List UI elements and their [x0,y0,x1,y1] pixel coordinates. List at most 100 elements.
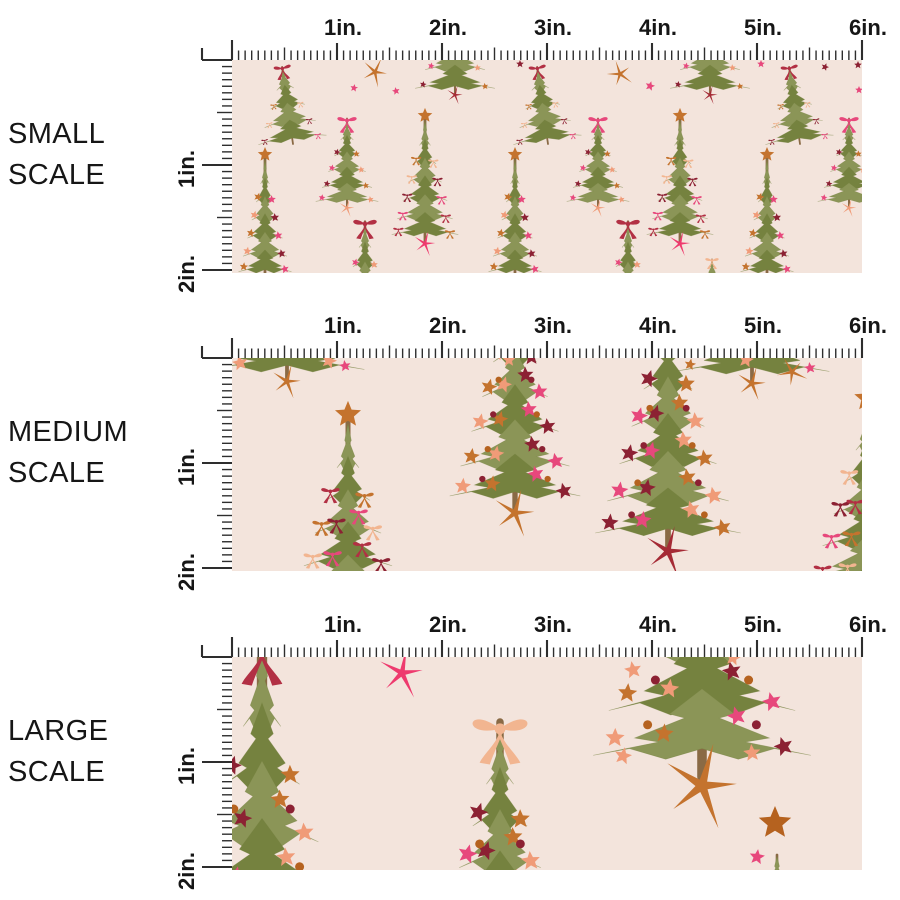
star-motif [463,448,480,464]
horizontal-ruler: 1in. 2in. 3in. 4in. 5in. 6in. [230,15,887,60]
star-motif [580,164,587,172]
bow-motif [261,139,268,145]
star-motif [633,260,641,268]
scale-label-line: SCALE [8,457,106,489]
star-motif [350,84,358,92]
bow-motif [356,575,374,590]
star-motif [752,210,761,220]
v-ruler-inch-label: 1in. [174,747,199,785]
christmas-tree-motif [774,853,780,870]
star-motif [375,280,382,287]
h-ruler-inch-label: 3in. [534,313,572,338]
star-motif [520,213,529,222]
v-ruler-inch-label: 2in. [174,852,199,890]
star-motif [507,147,523,161]
h-ruler-inch-label: 2in. [429,612,467,637]
bow-motif [813,565,832,571]
bow-motif [772,122,780,129]
h-ruler-inch-label: 2in. [429,15,467,40]
bow-motif [305,118,313,125]
bow-motif [525,103,532,110]
star-motif [836,148,843,156]
star-motif [691,42,697,49]
bow-motif [838,563,857,571]
star-motif [335,400,361,426]
starfish-motif [647,526,689,571]
star-motif [608,166,616,173]
bow-motif [661,175,672,184]
star-motif [318,194,326,201]
fabric-swatch [232,657,862,870]
bow-motif [528,64,546,81]
christmas-tree-motif [449,358,581,537]
star-motif [674,431,692,449]
v-ruler-inch-label: 2in. [174,553,199,591]
scale-label-line: SCALE [8,756,106,788]
star-motif [367,196,374,203]
star-motif [758,806,792,837]
star-motif [352,258,360,267]
star-motif [254,192,263,202]
bow-motif [872,523,890,538]
star-motif [208,813,227,832]
christmas-tree-motif [700,258,719,292]
star-motif [672,107,688,122]
star-motif [531,383,548,400]
christmas-tree-motif [391,107,459,257]
medium-scale-swatch-figure: 1in. 2in. 3in. 4in. 5in. 6in. 1in. 2in. [174,313,890,591]
star-motif [745,246,754,255]
starfish-motif [777,358,808,386]
bow-motif [410,156,422,166]
star-motif [370,260,378,268]
star-motif [645,81,655,91]
starfish-motif [339,199,355,217]
christmas-tree-motif [610,219,641,286]
bow-motif [352,542,372,558]
star-motif [232,755,242,775]
panel-large-scale: 1in. 2in. 3in. 4in. 5in. 6in. 1in. 2in. LARGE S… [0,597,900,900]
star-motif [864,182,871,189]
star-motif [729,64,736,71]
star-motif [267,195,276,204]
christmas-tree-motif [817,117,871,217]
star-motif [257,147,273,161]
star-motif [270,213,279,222]
bow-motif [516,139,523,145]
star-motif [740,358,754,368]
star-motif [769,195,778,204]
star-motif [821,63,829,71]
star-motif [700,285,706,292]
star-motif [531,893,550,900]
star-motif [353,150,360,157]
v-ruler-inch-label: 1in. [174,448,199,486]
star-motif [250,210,259,220]
horizontal-ruler: 1in. 2in. 3in. 4in. 5in. 6in. [230,313,887,358]
bow-motif [699,230,711,239]
fabric-pattern [208,657,811,900]
bow-motif [846,499,862,515]
star-motif [757,60,765,68]
star-motif [235,866,239,870]
christmas-tree-motif [303,400,393,590]
star-motif [309,880,328,899]
star-motif [448,886,467,900]
v-ruler-inch-label: 2in. [174,255,199,293]
star-motif [585,148,592,156]
star-motif [481,82,489,90]
star-motif [458,844,478,864]
swatch-figure-medium: 1in. 2in. 3in. 4in. 5in. 6in. 1in. 2in. [0,298,900,601]
star-motif [621,444,639,462]
star-motif [498,358,501,361]
star-motif [610,278,617,286]
star-motif [493,246,502,255]
star-motif [749,849,765,865]
star-motif [831,164,838,172]
star-motif [517,195,526,204]
star-motif [775,231,785,240]
star-motif [704,486,722,504]
star-motif [749,228,758,238]
star-motif [618,683,638,702]
star-motif [713,519,731,537]
star-motif [859,168,862,173]
star-motif [683,62,690,70]
